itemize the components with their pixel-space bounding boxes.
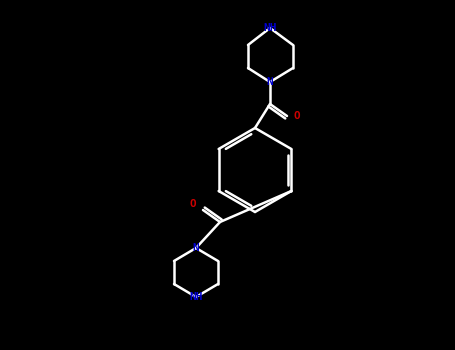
Text: NH: NH (263, 23, 277, 33)
Text: NH: NH (189, 292, 203, 302)
Text: N: N (192, 243, 199, 253)
Text: O: O (294, 111, 301, 121)
Text: O: O (189, 199, 196, 209)
Text: N: N (267, 77, 273, 87)
